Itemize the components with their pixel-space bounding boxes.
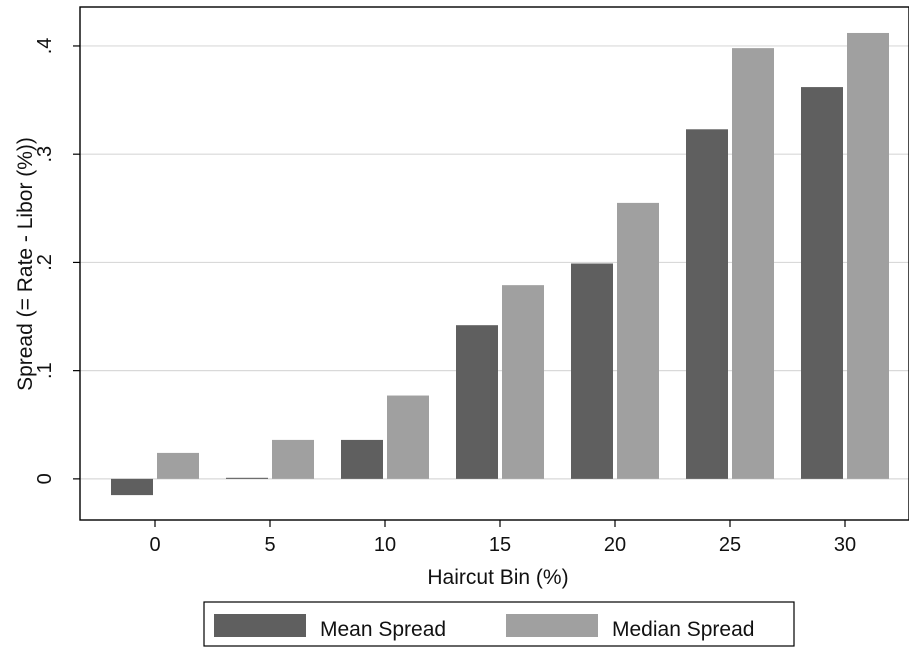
bars [111, 32, 889, 496]
x-tick-label: 5 [264, 534, 275, 556]
legend-frame [203, 601, 795, 647]
x-tick-label: 20 [604, 534, 626, 556]
bar-median-spread-10 [387, 395, 429, 479]
legend: Mean Spread Median Spread [203, 601, 795, 647]
bar-median-spread-0 [157, 452, 199, 479]
bar-median-spread-30 [847, 32, 889, 479]
legend-swatch-mean-spread [214, 614, 306, 637]
bar-median-spread-20 [617, 202, 659, 479]
bar-mean-spread-0 [111, 478, 153, 496]
bar-mean-spread-25 [686, 129, 728, 479]
y-tick-label: .1 [34, 362, 56, 379]
x-tick-label: 15 [489, 534, 511, 556]
bar-mean-spread-10 [341, 439, 383, 479]
x-tick-label: 10 [374, 534, 396, 556]
bar-median-spread-15 [502, 285, 544, 479]
bar-median-spread-25 [732, 48, 774, 479]
legend-label-median-spread: Median Spread [612, 618, 754, 641]
x-tick-label: 0 [149, 534, 160, 556]
x-axis-ticks: 0 5 10 15 20 25 30 [149, 520, 856, 556]
x-tick-label: 30 [834, 534, 856, 556]
plot-frame [79, 6, 909, 521]
bar-mean-spread-5 [226, 477, 268, 479]
y-tick-label: .3 [34, 146, 56, 163]
y-axis-ticks: 0 .1 .2 .3 .4 [34, 38, 80, 484]
bar-mean-spread-20 [571, 263, 613, 479]
bar-median-spread-5 [272, 439, 314, 479]
y-tick-label: .4 [34, 38, 56, 55]
y-tick-label: 0 [34, 473, 56, 484]
y-axis-title: Spread (= Rate - Libor (%)) [14, 137, 37, 391]
x-tick-label: 25 [719, 534, 741, 556]
y-tick-label: .2 [34, 254, 56, 271]
x-axis-title: Haircut Bin (%) [427, 566, 568, 589]
bar-mean-spread-30 [801, 87, 843, 479]
legend-swatch-median-spread [506, 614, 598, 637]
plot-area [79, 6, 909, 521]
legend-label-mean-spread: Mean Spread [320, 618, 446, 641]
bar-mean-spread-15 [456, 325, 498, 479]
